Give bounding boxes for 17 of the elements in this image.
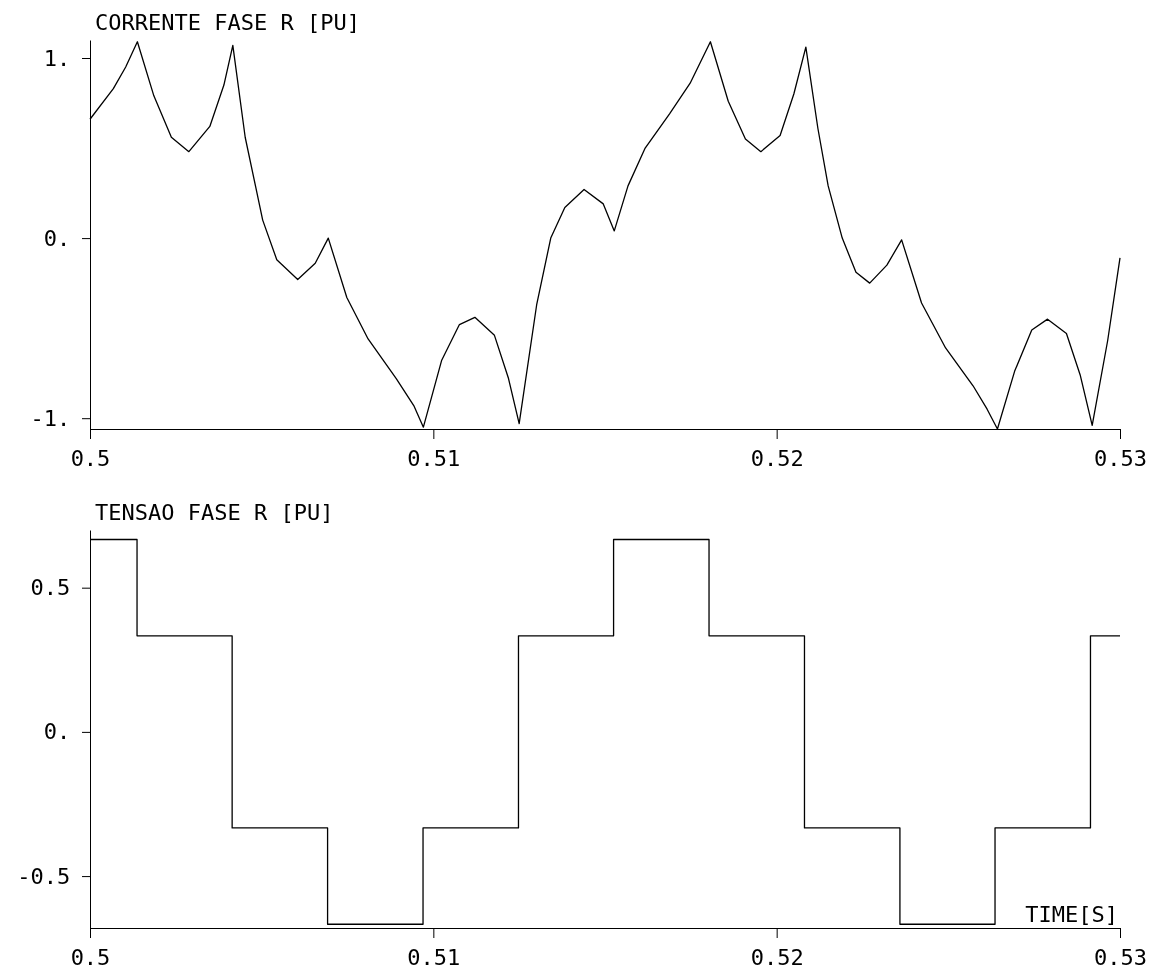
x-tick-label: 0.53 [1094, 945, 1147, 971]
y-tick-label: 0.5 [30, 575, 71, 601]
y-tick-label: -0.5 [17, 863, 71, 889]
x-tick-label: 0.53 [1094, 446, 1147, 472]
y-tick-label: 0. [43, 719, 71, 745]
x-tick-label: 0.52 [750, 945, 804, 971]
y-tick-label: 1. [43, 45, 71, 71]
x-tick-label: 0.51 [407, 945, 461, 971]
y-tick-label: 0. [43, 225, 71, 251]
y-tick-label: -1. [30, 405, 71, 431]
x-tick-label: 0.51 [407, 446, 461, 472]
x-tick-label: 0.52 [750, 446, 804, 472]
chart-title: CORRENTE FASE R [PU] [95, 10, 360, 35]
x-axis-title: TIME[S] [1025, 902, 1118, 927]
x-tick-label: 0.5 [70, 446, 111, 472]
x-tick-label: 0.5 [70, 945, 111, 971]
chart-title: TENSAO FASE R [PU] [95, 500, 334, 525]
